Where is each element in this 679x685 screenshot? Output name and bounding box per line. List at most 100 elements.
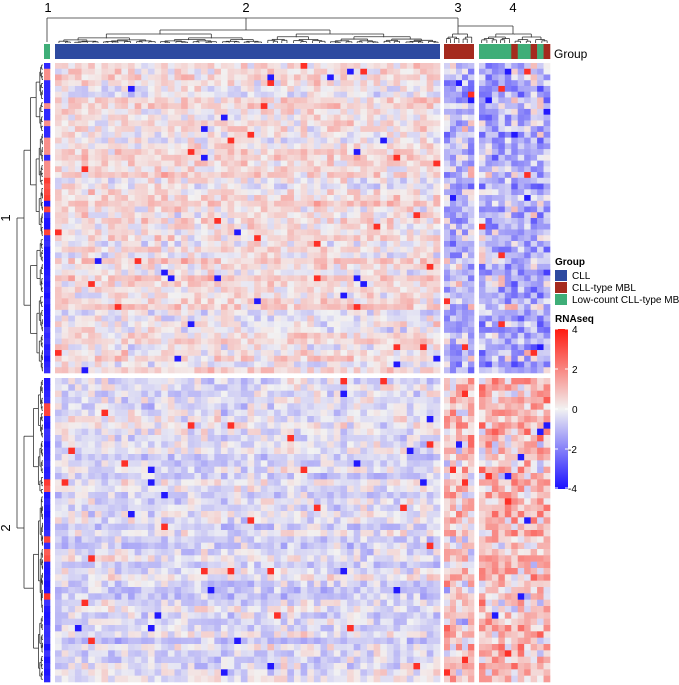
- heatmap-cell: [167, 338, 175, 345]
- heatmap-cell: [360, 355, 368, 362]
- heatmap-cell: [161, 137, 169, 144]
- heatmap-cell: [426, 183, 434, 190]
- heatmap-cell: [420, 252, 428, 259]
- heatmap-cell: [413, 149, 421, 156]
- group-cell: [498, 44, 506, 59]
- heatmap-cell: [485, 252, 493, 259]
- heatmap-cell: [373, 97, 381, 104]
- heatmap-cell: [274, 212, 281, 219]
- heatmap-cell: [94, 63, 102, 70]
- heatmap-cell: [181, 172, 189, 179]
- heatmap-cell: [313, 91, 321, 98]
- heatmap-cell: [134, 229, 142, 236]
- heatmap-cell: [537, 120, 544, 127]
- heatmap-cell: [44, 80, 51, 87]
- heatmap-cell: [333, 281, 341, 288]
- heatmap-cell: [108, 149, 116, 156]
- heatmap-cell: [55, 252, 62, 259]
- heatmap-cell: [307, 309, 315, 316]
- heatmap-cell: [220, 200, 228, 207]
- heatmap-cell: [380, 229, 388, 236]
- heatmap-cell: [420, 154, 428, 161]
- heatmap-cell: [128, 361, 135, 368]
- heatmap-cell: [260, 338, 268, 345]
- heatmap-cell: [347, 304, 355, 311]
- heatmap-cell: [181, 195, 189, 202]
- heatmap-cell: [293, 195, 301, 202]
- heatmap-cell: [267, 327, 275, 334]
- heatmap-cell: [543, 240, 551, 247]
- heatmap-cell: [300, 137, 308, 144]
- heatmap-cell: [61, 200, 69, 207]
- heatmap-cell: [293, 149, 301, 156]
- heatmap-cell: [94, 172, 102, 179]
- heatmap-cell: [450, 350, 457, 357]
- heatmap-cell: [462, 275, 469, 282]
- heatmap-cell: [44, 114, 51, 121]
- heatmap-cell: [293, 206, 301, 213]
- heatmap-cell: [333, 149, 341, 156]
- heatmap-cell: [426, 189, 434, 196]
- heatmap-cell: [81, 309, 89, 316]
- heatmap-cell: [240, 269, 248, 276]
- heatmap-cell: [426, 212, 434, 219]
- heatmap-cell: [44, 223, 51, 230]
- heatmap-cell: [141, 292, 149, 299]
- heatmap-cell: [181, 281, 189, 288]
- heatmap-cell: [147, 246, 155, 253]
- heatmap-cell: [128, 309, 135, 316]
- heatmap-cell: [543, 108, 551, 115]
- heatmap-cell: [524, 97, 531, 104]
- heatmap-cell: [174, 218, 182, 225]
- heatmap-cell: [154, 263, 162, 270]
- heatmap-cell: [468, 91, 475, 98]
- heatmap-cell: [524, 229, 531, 236]
- heatmap-cell: [68, 103, 76, 110]
- heatmap-cell: [433, 166, 441, 173]
- heatmap-cell: [207, 292, 215, 299]
- heatmap-cell: [353, 304, 361, 311]
- heatmap-cell: [433, 269, 441, 276]
- heatmap-cell: [287, 108, 295, 115]
- heatmap-cell: [81, 154, 89, 161]
- heatmap-cell: [444, 332, 451, 339]
- heatmap-cell: [340, 246, 348, 253]
- heatmap-cell: [360, 292, 368, 299]
- heatmap-cell: [517, 200, 525, 207]
- heatmap-cell: [154, 200, 162, 207]
- heatmap-cell: [386, 292, 394, 299]
- heatmap-cell: [267, 252, 275, 259]
- heatmap-cell: [517, 292, 525, 299]
- heatmap-cell: [462, 97, 469, 104]
- heatmap-cell: [88, 189, 96, 196]
- heatmap-cell: [227, 189, 235, 196]
- heatmap-cell: [167, 275, 175, 282]
- heatmap-cell: [274, 281, 281, 288]
- heatmap-cell: [260, 137, 268, 144]
- heatmap-cell: [74, 80, 82, 87]
- heatmap-cell: [386, 149, 394, 156]
- heatmap-cell: [479, 206, 486, 213]
- heatmap-cell: [386, 344, 394, 351]
- heatmap-cell: [360, 63, 368, 70]
- heatmap-cell: [240, 327, 248, 334]
- heatmap-cell: [353, 286, 361, 293]
- heatmap-cell: [287, 338, 295, 345]
- heatmap-cell: [456, 298, 463, 305]
- heatmap-cell: [340, 298, 348, 305]
- heatmap-cell: [227, 160, 235, 167]
- heatmap-cell: [366, 263, 374, 270]
- heatmap-cell: [128, 206, 135, 213]
- heatmap-cell: [61, 332, 69, 339]
- heatmap-cell: [254, 218, 262, 225]
- heatmap-cell: [81, 338, 89, 345]
- heatmap-cell: [333, 298, 341, 305]
- heatmap-cell: [491, 252, 499, 259]
- heatmap-cell: [333, 275, 341, 282]
- heatmap-cell: [234, 189, 242, 196]
- heatmap-cell: [94, 304, 102, 311]
- heatmap-cell: [491, 304, 499, 311]
- heatmap-cell: [88, 97, 96, 104]
- heatmap-cell: [254, 189, 262, 196]
- heatmap-cell: [360, 74, 368, 81]
